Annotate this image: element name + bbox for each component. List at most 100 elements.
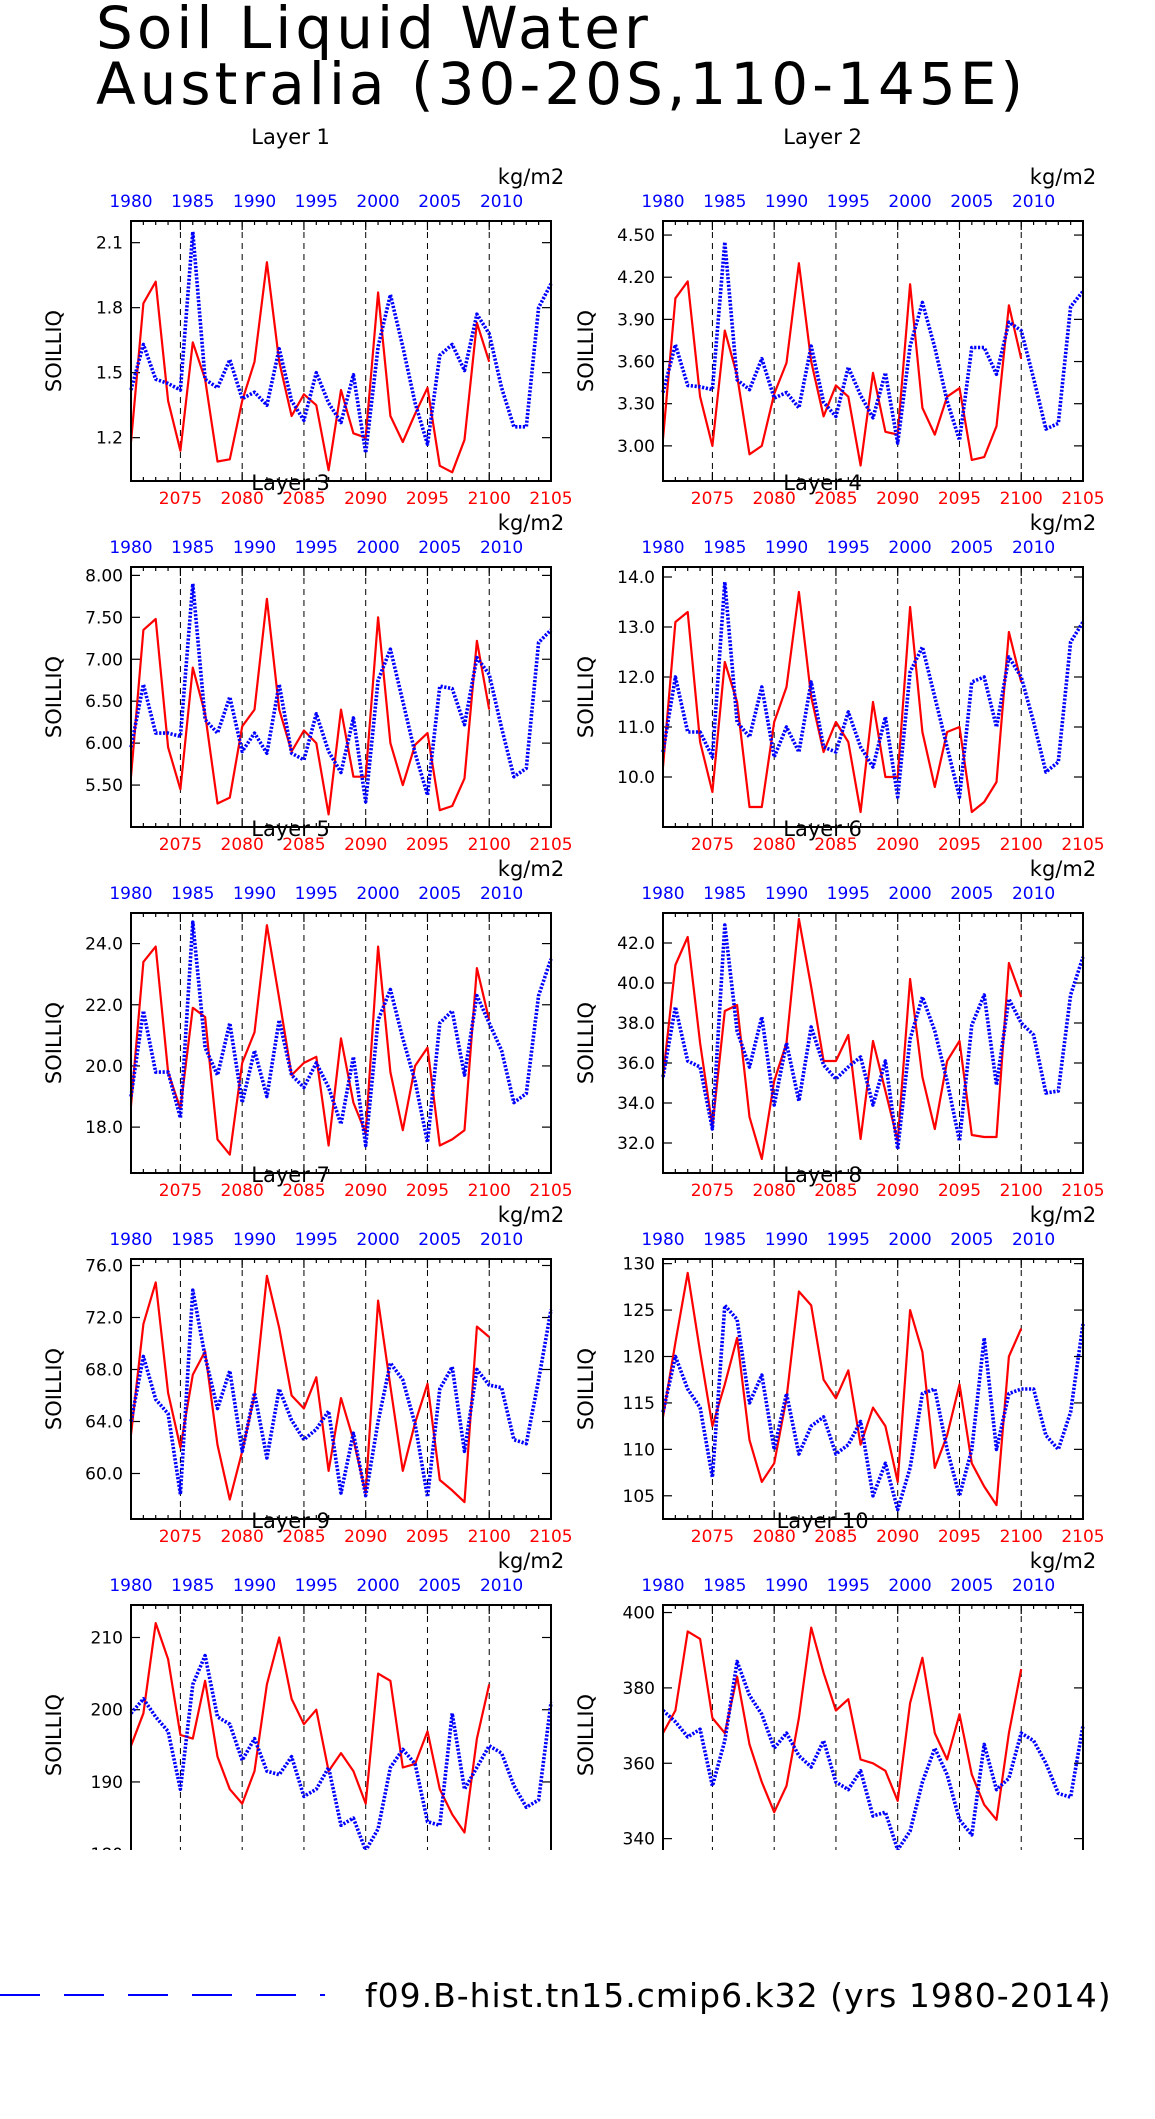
top-tick-label: 2005 — [950, 1230, 993, 1250]
bottom-tick-label: 2090 — [344, 489, 387, 509]
y-tick-label: 40.0 — [617, 974, 655, 994]
series-line-hist — [661, 580, 1085, 799]
y-tick-label: 38.0 — [617, 1014, 655, 1034]
bottom-tick-label: 2105 — [1061, 489, 1104, 509]
top-tick-label: 1985 — [703, 1230, 746, 1250]
y-tick-label: 3.60 — [617, 353, 655, 373]
bottom-tick-label: 2075 — [159, 1527, 202, 1547]
y-tick-label: 400 — [623, 1604, 655, 1624]
bottom-tick-label: 2100 — [1000, 1181, 1043, 1201]
y-tick-label: 32.0 — [617, 1134, 655, 1154]
bottom-tick-label: 2105 — [529, 489, 572, 509]
top-tick-label: 2010 — [480, 1230, 523, 1250]
top-tick-label: 1990 — [765, 1230, 808, 1250]
top-tick-label: 2000 — [356, 884, 399, 904]
y-tick-label: 130 — [623, 1255, 655, 1275]
top-tick-label: 1995 — [827, 192, 870, 212]
y-axis-label: SOILLIQ — [42, 1694, 66, 1776]
bottom-tick-label: 2100 — [1000, 1527, 1043, 1547]
top-tick-label: 1985 — [171, 884, 214, 904]
units-label: kg/m2 — [498, 1203, 564, 1227]
panel-title: Layer 4 — [783, 471, 862, 495]
y-tick-label: 115 — [623, 1394, 655, 1414]
panel-layer-6: Layer 6 kg/m2 32.0 34.0 36.0 38.0 40.0 42.0 1980… — [574, 817, 1105, 1201]
top-tick-label: 1990 — [233, 1576, 276, 1596]
y-tick-label: 3.90 — [617, 310, 655, 330]
bottom-tick-label: 2075 — [159, 1181, 202, 1201]
plot-frame — [662, 566, 1084, 828]
top-tick-label: 2010 — [480, 538, 523, 558]
series-line-ssp245 — [661, 262, 1023, 467]
top-tick-label: 1990 — [765, 884, 808, 904]
y-tick-label: 7.50 — [85, 608, 123, 628]
top-tick-label: 2000 — [888, 1576, 931, 1596]
y-tick-label: 180 — [91, 1845, 123, 1850]
y-tick-label: 2.1 — [96, 234, 123, 254]
series-line-ssp245 — [661, 590, 1023, 814]
y-axis-label: SOILLIQ — [42, 1348, 66, 1430]
bottom-tick-label: 2075 — [691, 1181, 734, 1201]
series-line-ssp245 — [662, 1626, 1023, 1821]
legend-label-hist: f09.B-hist.tn15.cmip6.k32 (yrs 1980-2014… — [365, 1976, 1112, 2015]
bottom-tick-label: 2085 — [814, 1181, 857, 1201]
top-tick-label: 1990 — [765, 538, 808, 558]
bottom-tick-label: 2095 — [938, 835, 981, 855]
top-tick-label: 2010 — [1012, 538, 1055, 558]
bottom-tick-label: 2095 — [938, 1527, 981, 1547]
bottom-tick-label: 2100 — [468, 835, 511, 855]
panel-title: Layer 7 — [251, 1163, 330, 1187]
panel-title: Layer 3 — [251, 471, 330, 495]
top-tick-label: 1990 — [233, 192, 276, 212]
panel-layer-9: Layer 9 kg/m2 180 190 200 210 1980 1985 1990 1995… — [42, 1509, 564, 1850]
units-label: kg/m2 — [1030, 511, 1096, 535]
top-tick-label: 2010 — [1012, 884, 1055, 904]
bottom-tick-label: 2075 — [691, 835, 734, 855]
y-tick-label: 68.0 — [85, 1361, 123, 1381]
y-tick-label: 8.00 — [85, 566, 123, 586]
y-tick-label: 11.0 — [617, 718, 655, 738]
y-tick-label: 7.00 — [85, 650, 123, 670]
y-tick-label: 13.0 — [617, 618, 655, 638]
y-tick-label: 1.2 — [96, 429, 123, 449]
y-tick-label: 210 — [91, 1629, 123, 1649]
bottom-tick-label: 2080 — [221, 1527, 264, 1547]
bottom-tick-label: 2100 — [468, 1527, 511, 1547]
bottom-tick-label: 2075 — [691, 1527, 734, 1547]
figure-title: Soil Liquid Water Australia (30-20S,110-… — [96, 0, 1027, 113]
panel-title: Layer 2 — [783, 125, 862, 149]
units-label: kg/m2 — [498, 165, 564, 189]
units-label: kg/m2 — [498, 857, 564, 881]
top-tick-label: 2005 — [418, 884, 461, 904]
y-tick-label: 64.0 — [85, 1413, 123, 1433]
y-tick-label: 110 — [623, 1440, 655, 1460]
bottom-tick-label: 2090 — [876, 1181, 919, 1201]
top-tick-label: 1980 — [109, 884, 152, 904]
units-label: kg/m2 — [498, 1549, 564, 1573]
y-tick-label: 36.0 — [617, 1054, 655, 1074]
top-tick-label: 1985 — [171, 192, 214, 212]
bottom-tick-label: 2095 — [938, 1181, 981, 1201]
bottom-tick-label: 2075 — [159, 489, 202, 509]
y-tick-label: 4.50 — [617, 226, 655, 246]
top-tick-label: 2010 — [480, 884, 523, 904]
bottom-tick-label: 2090 — [344, 1181, 387, 1201]
top-tick-label: 1985 — [703, 884, 746, 904]
y-tick-label: 340 — [623, 1830, 655, 1850]
top-tick-label: 2000 — [356, 538, 399, 558]
y-tick-label: 1.5 — [96, 364, 123, 384]
series-line-hist — [661, 923, 1085, 1151]
panel-title: Layer 1 — [251, 125, 330, 149]
series-line-hist — [661, 1659, 1085, 1850]
top-tick-label: 1980 — [109, 192, 152, 212]
bottom-tick-label: 2090 — [876, 1527, 919, 1547]
series-line-ssp245 — [129, 1274, 490, 1504]
series-line-ssp245 — [129, 924, 491, 1156]
panel-title: Layer 6 — [783, 817, 862, 841]
y-tick-label: 18.0 — [85, 1118, 123, 1138]
top-tick-label: 2005 — [418, 1230, 461, 1250]
y-tick-label: 105 — [623, 1487, 655, 1507]
bottom-tick-label: 2075 — [691, 489, 734, 509]
top-tick-label: 1990 — [765, 192, 808, 212]
plot-frame — [662, 912, 1084, 1174]
series-line-ssp245 — [661, 1271, 1023, 1507]
